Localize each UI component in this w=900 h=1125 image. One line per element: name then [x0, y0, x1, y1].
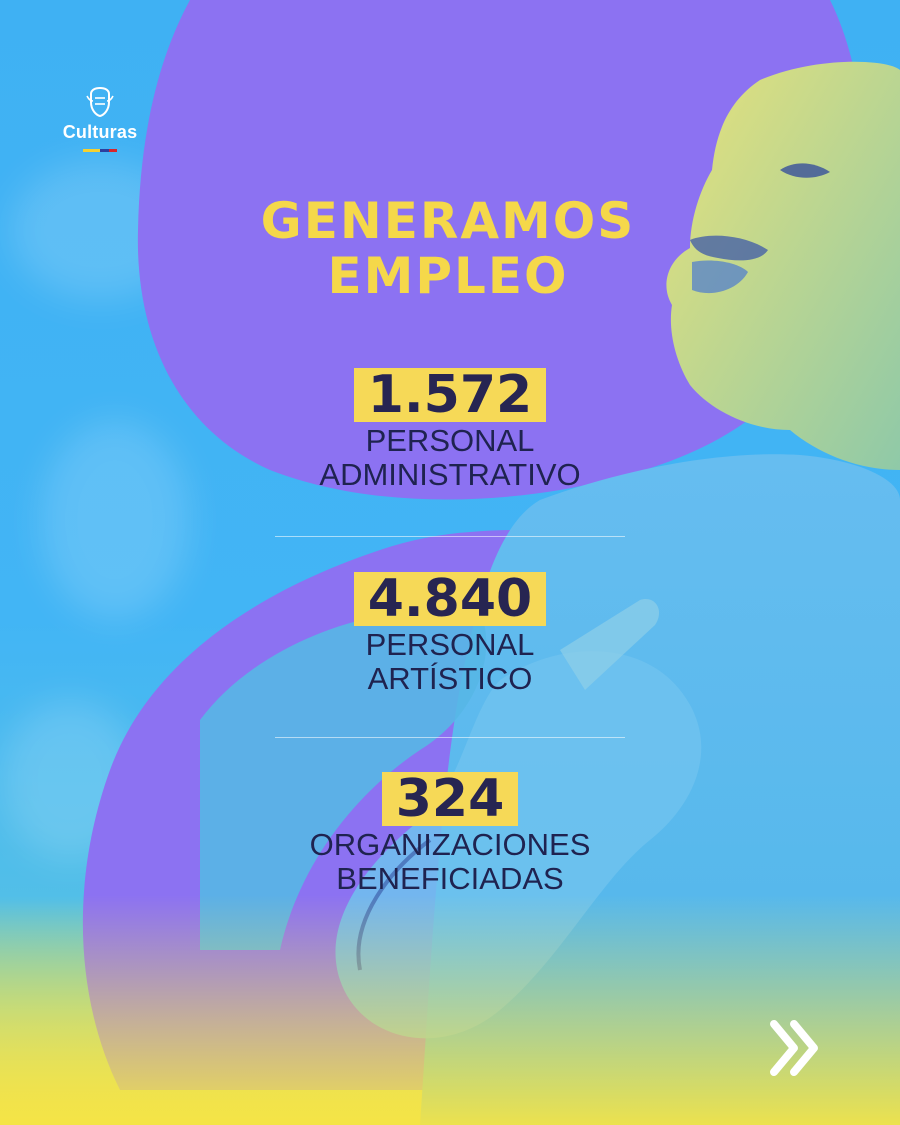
head: [666, 61, 900, 470]
stat-label-line-1: ORGANIZACIONES: [309, 827, 591, 862]
mustache: [690, 235, 768, 261]
brand-name: Culturas: [62, 122, 138, 142]
stat-administrative-staff: 1.572 PERSONAL ADMINISTRATIVO: [240, 368, 660, 492]
flag-yellow: [83, 149, 100, 152]
stat-label: PERSONAL ADMINISTRATIVO: [240, 424, 660, 492]
stat-label-line-1: PERSONAL: [365, 627, 535, 662]
stat-value: 1.572: [353, 368, 547, 422]
stat-label-line-2: ADMINISTRATIVO: [319, 457, 581, 492]
headline: GENERAMOS EMPLEO: [188, 194, 708, 304]
stat-label: ORGANIZACIONES BENEFICIADAS: [240, 828, 660, 896]
stat-value: 4.840: [353, 572, 547, 626]
stat-label-line-2: BENEFICIADAS: [336, 861, 564, 896]
flag-stripe: [83, 149, 117, 152]
guitar-neck: [560, 599, 660, 690]
stat-value: 324: [381, 772, 519, 826]
flag-blue: [100, 149, 109, 152]
eye: [780, 163, 830, 178]
stat-artistic-staff: 4.840 PERSONAL ARTÍSTICO: [240, 572, 660, 696]
mouth: [692, 260, 748, 294]
double-chevron-right-icon[interactable]: [766, 1018, 826, 1078]
coat-of-arms-icon: [86, 86, 114, 118]
culturas-logo: Culturas: [62, 86, 138, 152]
stat-label: PERSONAL ARTÍSTICO: [240, 628, 660, 696]
stat-label-line-2: ARTÍSTICO: [367, 661, 533, 696]
headline-line-2: EMPLEO: [327, 247, 569, 305]
bottom-yellow-fade: [0, 895, 900, 1125]
flag-red: [109, 149, 117, 152]
divider: [275, 737, 625, 738]
divider: [275, 536, 625, 537]
headline-line-1: GENERAMOS: [260, 192, 636, 250]
stat-label-line-1: PERSONAL: [365, 423, 535, 458]
arm: [200, 608, 487, 950]
background-cloud: [40, 420, 190, 620]
stat-beneficiary-organizations: 324 ORGANIZACIONES BENEFICIADAS: [240, 772, 660, 896]
